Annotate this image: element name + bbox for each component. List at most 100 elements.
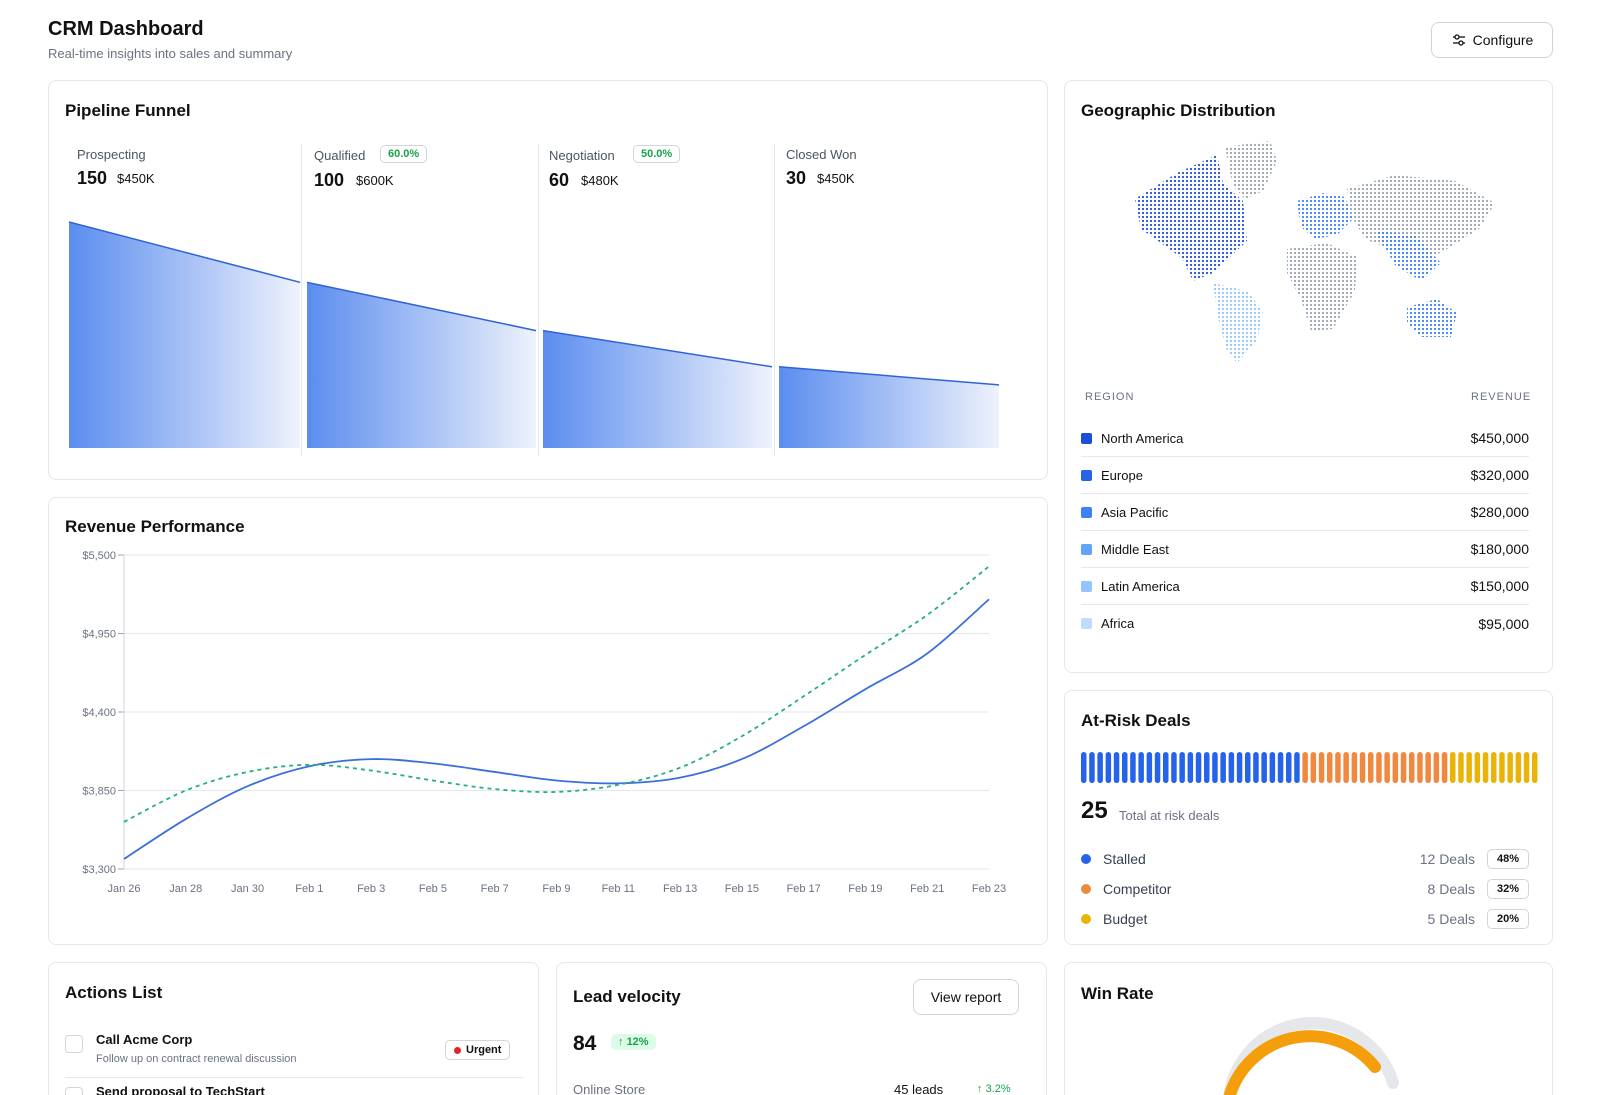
stage-count: 100 xyxy=(314,170,345,190)
funnel-segment xyxy=(307,282,536,448)
risk-bar-tick xyxy=(1515,752,1522,783)
win-rate-title: Win Rate xyxy=(1081,984,1154,1003)
australia-shape xyxy=(1407,299,1457,337)
risk-bar-tick xyxy=(1474,752,1481,783)
x-tick-label: Feb 15 xyxy=(725,883,759,895)
x-tick-label: Feb 21 xyxy=(910,883,944,895)
stage-name: Qualified xyxy=(314,148,366,163)
risk-bar-tick xyxy=(1450,752,1456,783)
region-color-swatch xyxy=(1081,506,1092,518)
action-title: Call Acme Corp xyxy=(96,1032,193,1047)
risk-bar-tick xyxy=(1400,752,1407,783)
europe-shape xyxy=(1297,193,1353,239)
risk-bar-tick xyxy=(1294,752,1300,783)
africa-shape xyxy=(1287,243,1357,331)
risk-bar-tick xyxy=(1351,752,1358,783)
region-row: Middle East $180,000 xyxy=(1081,531,1529,568)
risk-bar-tick xyxy=(1523,752,1530,783)
risk-bar-tick xyxy=(1122,752,1128,783)
stage-count: 30 xyxy=(786,168,807,188)
region-name: Middle East xyxy=(1101,541,1169,557)
risk-bar-tick xyxy=(1302,752,1308,783)
risk-bar-tick xyxy=(1409,752,1415,783)
north-america-shape xyxy=(1135,155,1247,281)
action-checkbox[interactable] xyxy=(65,1035,83,1053)
region-name: North America xyxy=(1101,430,1184,446)
x-tick-label: Feb 1 xyxy=(295,883,323,895)
win-rate-gauge xyxy=(1223,1017,1399,1095)
funnel-chart xyxy=(68,221,1000,448)
risk-bar-tick xyxy=(1097,752,1103,783)
risk-deal-count: 8 Deals xyxy=(1427,881,1475,897)
revenue-column-header: REVENUE xyxy=(1471,391,1532,403)
risk-bar-tick xyxy=(1089,752,1095,783)
revenue-title: Revenue Performance xyxy=(65,517,245,536)
risk-bar-tick xyxy=(1187,752,1194,783)
region-row: Latin America $150,000 xyxy=(1081,568,1529,605)
risk-bar-tick xyxy=(1441,752,1448,783)
urgent-dot-icon xyxy=(454,1046,461,1054)
configure-button[interactable]: Configure xyxy=(1431,22,1553,58)
urgent-badge: Urgent xyxy=(445,1040,511,1060)
x-tick-label: Feb 23 xyxy=(972,883,1006,895)
risk-bar-tick xyxy=(1368,752,1374,783)
arrow-up-icon: ↑ xyxy=(977,1083,983,1095)
risk-bar-tick xyxy=(1532,752,1538,783)
action-checkbox[interactable] xyxy=(65,1087,83,1095)
risk-bar-tick xyxy=(1327,752,1333,783)
risk-bar-tick xyxy=(1105,752,1112,783)
region-name: Latin America xyxy=(1101,578,1180,594)
risk-reason-row: Budget 5 Deals 20% xyxy=(1081,907,1529,931)
risk-bar-tick xyxy=(1130,752,1136,783)
revenue-line-chart: $3,300 $3,850 $4,400 $4,950 $5,500 Jan 26 Jan… xyxy=(82,550,1006,895)
risk-bar-tick xyxy=(1335,752,1341,783)
revenue-performance-card: Revenue Performance $3,300 $3,850 $4,400 $4… xyxy=(48,497,1048,945)
y-tick-label: $3,300 xyxy=(82,864,116,876)
y-tick-label: $3,850 xyxy=(82,786,116,798)
configure-label: Configure xyxy=(1472,32,1534,48)
stage-amount: $600K xyxy=(356,173,394,188)
x-tick-label: Feb 5 xyxy=(419,883,447,895)
risk-bar-tick xyxy=(1212,752,1218,783)
region-name: Europe xyxy=(1101,467,1143,483)
risk-total-label: Total at risk deals xyxy=(1119,808,1220,823)
actions-list-card: Actions List Call Acme Corp Follow up on… xyxy=(48,962,539,1095)
risk-reason-name: Competitor xyxy=(1103,881,1172,897)
region-revenue: $180,000 xyxy=(1470,541,1529,557)
lead-source-trend-value: 3.2% xyxy=(985,1083,1011,1095)
region-color-swatch xyxy=(1081,469,1092,481)
stage-divider xyxy=(538,144,539,456)
risk-bar-tick xyxy=(1138,752,1144,783)
x-tick-label: Feb 7 xyxy=(481,883,509,895)
risk-bar-tick xyxy=(1236,752,1243,783)
view-report-button[interactable]: View report xyxy=(913,979,1019,1015)
funnel-edge xyxy=(542,329,773,368)
risk-bar-tick xyxy=(1482,752,1489,783)
funnel-edge xyxy=(68,221,301,284)
risk-bar-tick xyxy=(1171,752,1177,783)
risk-bar-tick xyxy=(1245,752,1251,783)
stage-divider xyxy=(774,144,775,456)
risk-bar-tick xyxy=(1507,752,1513,783)
sliders-icon xyxy=(1452,34,1465,46)
risk-color-dot xyxy=(1081,854,1091,864)
risk-bar-tick xyxy=(1359,752,1366,783)
risk-bar-tick xyxy=(1466,752,1472,783)
region-color-swatch xyxy=(1081,543,1092,555)
x-tick-label: Feb 13 xyxy=(663,883,697,895)
region-color-swatch xyxy=(1081,580,1092,592)
region-column-header: REGION xyxy=(1085,391,1135,403)
pipeline-title: Pipeline Funnel xyxy=(65,101,191,120)
funnel-edge xyxy=(778,366,1000,386)
lead-source-trend: ↑ 3.2% xyxy=(977,1083,1011,1095)
y-tick-label: $4,950 xyxy=(82,629,116,641)
risk-percent-badge: 48% xyxy=(1487,849,1529,869)
region-revenue: $150,000 xyxy=(1470,578,1529,594)
risk-color-dot xyxy=(1081,914,1091,924)
pipeline-funnel-card: Pipeline Funnel Prospecting 150 $450K Qu… xyxy=(48,80,1048,480)
conversion-badge: 50.0% xyxy=(633,145,681,163)
region-revenue: $450,000 xyxy=(1470,430,1529,446)
region-revenue: $280,000 xyxy=(1470,504,1529,520)
x-tick-label: Jan 30 xyxy=(231,883,264,895)
risk-bar-tick xyxy=(1081,752,1087,783)
